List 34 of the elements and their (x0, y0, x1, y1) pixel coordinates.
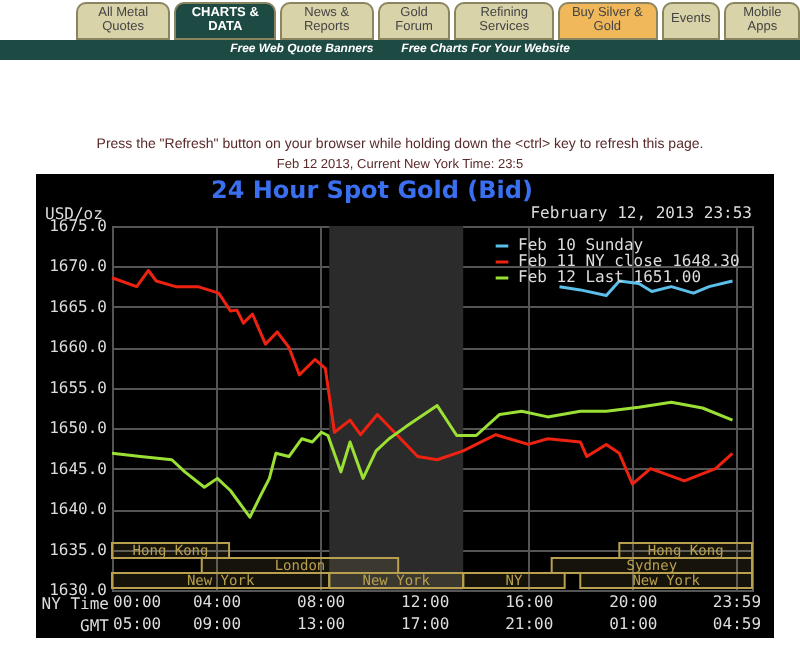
x-tick-label: 04:00 (192, 593, 242, 611)
y-tick-label: 1660.0 (49, 338, 108, 357)
y-tick-label: 1665.0 (49, 297, 108, 316)
chart-subtitle: February 12, 2013 23:53 (530, 204, 753, 222)
x-tick-label: 12:00 (401, 593, 450, 611)
x2-axis-title: GMT (80, 617, 110, 635)
x2-tick-label: 17:00 (401, 615, 450, 633)
line-series (110, 268, 734, 486)
x2-tick-label: 05:00 (113, 615, 162, 633)
y-tick-label: 1635.0 (49, 540, 108, 559)
x2-tick-label: 13:00 (297, 615, 346, 633)
x2-tick-label: 09:00 (192, 615, 242, 633)
y-tick-label: 1640.0 (49, 500, 108, 519)
x-tick-label: 23:59 (712, 593, 762, 611)
line-series (110, 400, 734, 519)
legend-label: Feb 11 NY close 1648.30 (518, 252, 740, 270)
y-tick-label: 1655.0 (49, 378, 108, 397)
x-tick-label: 20:00 (609, 593, 658, 611)
y-tick-label: 1675.0 (49, 217, 108, 235)
y-tick-label: 1645.0 (49, 459, 108, 478)
y-tick-label: 1670.0 (49, 257, 108, 276)
legend-label: Feb 10 Sunday (518, 236, 644, 254)
x-tick-label: 00:00 (113, 593, 162, 611)
x-tick-label: 08:00 (297, 593, 346, 611)
x2-tick-label: 04:59 (712, 615, 762, 633)
x2-tick-label: 01:00 (609, 615, 658, 633)
x-tick-label: 16:00 (505, 593, 554, 611)
y-tick-label: 1630.0 (49, 581, 108, 599)
y-tick-label: 1650.0 (49, 419, 108, 438)
line-series (557, 279, 734, 298)
x2-tick-label: 21:00 (505, 615, 554, 633)
legend-label: Feb 12 Last 1651.00 (518, 268, 702, 286)
x-axis-title: NY Time (41, 595, 110, 613)
chart-title: 24 Hour Spot Gold (Bid) (211, 176, 533, 204)
